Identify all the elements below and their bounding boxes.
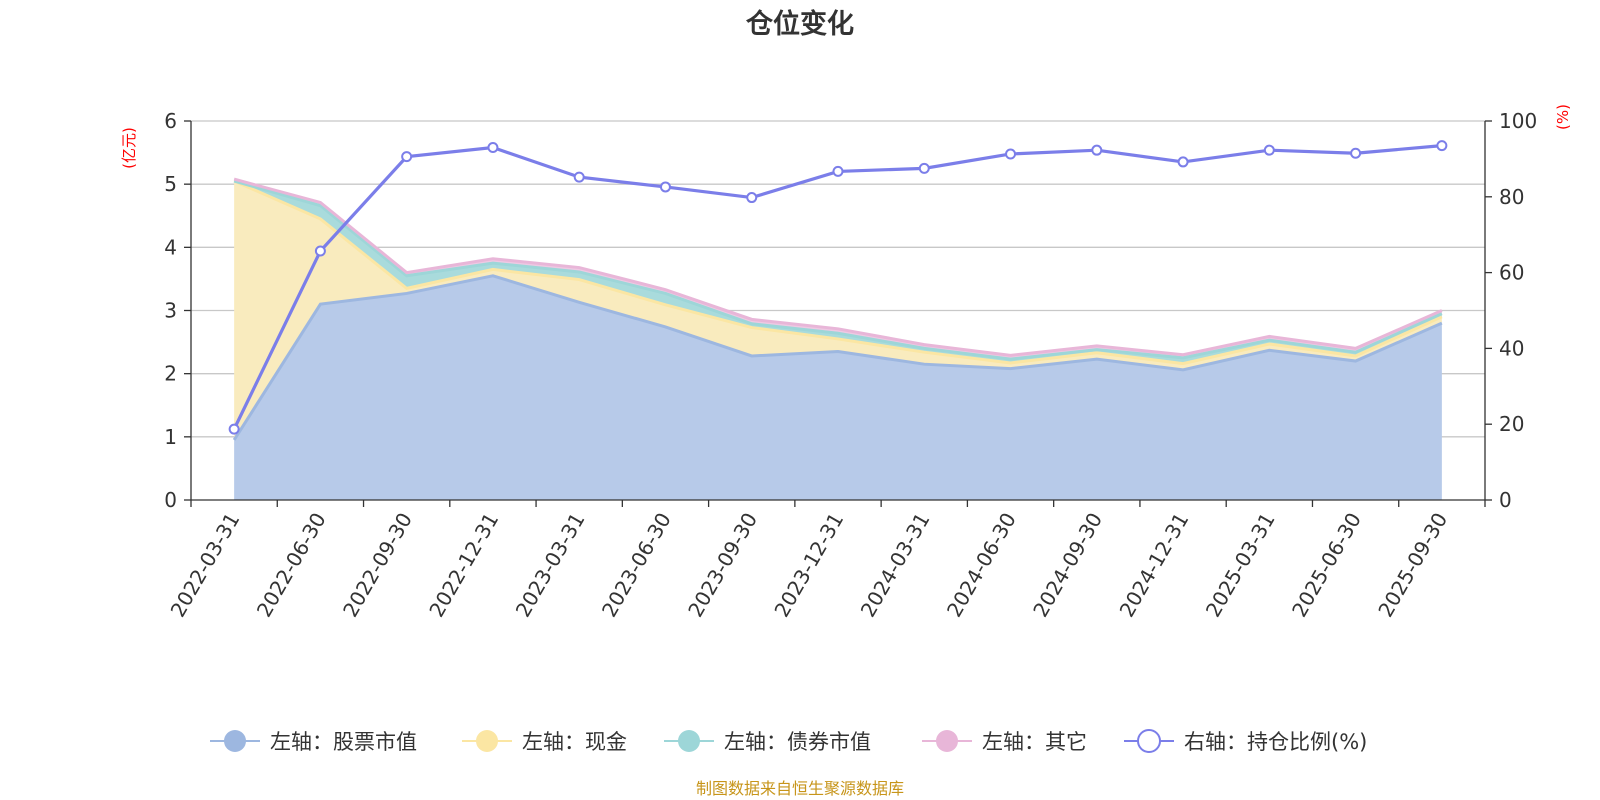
right-axis-tick-label: 0 <box>1499 488 1512 512</box>
legend-label: 右轴：持仓比例(%) <box>1184 730 1367 754</box>
data-source-note: 制图数据来自恒生聚源数据库 <box>696 779 904 798</box>
x-axis-tick-label: 2024-12-31 <box>1114 509 1193 622</box>
holding-ratio-point <box>314 245 326 257</box>
holding-ratio-point <box>659 181 671 193</box>
holding-ratio-point <box>1263 144 1275 156</box>
area-line-series-3 <box>233 177 1443 357</box>
x-axis-tick-label: 2024-09-30 <box>1028 509 1107 622</box>
legend-marker <box>476 730 498 752</box>
left-axis-tick-label: 4 <box>164 235 177 259</box>
holding-ratio-point <box>832 165 844 177</box>
right-axis-tick-label: 80 <box>1499 185 1524 209</box>
holding-ratio-point <box>746 192 758 204</box>
legend-marker <box>936 730 958 752</box>
holding-ratio-point <box>1350 147 1362 159</box>
x-axis-tick-label: 2025-03-31 <box>1201 509 1280 622</box>
legend-label: 左轴：现金 <box>522 730 627 754</box>
x-axis-tick-label: 2023-09-30 <box>683 509 762 622</box>
area-line-series-0 <box>232 274 1443 441</box>
x-axis-tick-label: 2025-06-30 <box>1287 509 1366 622</box>
right-axis-tick-label: 60 <box>1499 261 1524 285</box>
holding-ratio-point <box>228 423 240 435</box>
x-axis-tick-label: 2023-06-30 <box>597 509 676 622</box>
x-axis-tick-label: 2022-06-30 <box>252 509 331 622</box>
holding-ratio-point <box>487 142 499 154</box>
left-axis-tick-label: 2 <box>164 362 177 386</box>
right-axis-unit: (%) <box>1554 104 1572 130</box>
x-axis-tick-label: 2024-06-30 <box>942 509 1021 622</box>
legend: 左轴：股票市值 左轴：现金 左轴：债券市值 左轴：其它 右轴：持仓比例(%) <box>210 729 1367 754</box>
right-axis-tick-label: 20 <box>1499 412 1524 436</box>
holding-ratio-point <box>1005 148 1017 160</box>
left-axis-tick-label: 0 <box>164 488 177 512</box>
left-axis-tick-label: 5 <box>164 172 177 196</box>
area-line-series-2 <box>233 179 1443 361</box>
legend-marker <box>224 730 246 752</box>
legend-marker <box>1137 729 1161 753</box>
left-axis-tick-label: 1 <box>164 425 177 449</box>
right-axis-tick-label: 40 <box>1499 336 1524 360</box>
right-axis-tick-label: 100 <box>1499 109 1537 133</box>
holding-ratio-series <box>228 140 1448 435</box>
holding-ratio-point <box>573 171 585 183</box>
x-axis-tick-label: 2022-12-31 <box>424 509 503 622</box>
x-axis-tick-label: 2023-12-31 <box>769 509 848 622</box>
stacked-areas <box>232 177 1443 500</box>
holding-ratio-point <box>1091 144 1103 156</box>
x-axis-tick-label: 2023-03-31 <box>511 509 590 622</box>
holding-ratio-point <box>1177 156 1189 168</box>
legend-label: 左轴：股票市值 <box>270 730 417 754</box>
chart-title: 仓位变化 <box>745 8 854 40</box>
legend-marker <box>678 730 700 752</box>
left-axis-tick-label: 3 <box>164 299 177 323</box>
x-axis-tick-label: 2025-09-30 <box>1373 509 1452 622</box>
x-axis-tick-label: 2022-03-31 <box>166 509 245 622</box>
x-axis-tick-label: 2022-09-30 <box>338 508 417 621</box>
holding-ratio-point <box>1436 140 1448 152</box>
area-series-0 <box>234 275 1442 500</box>
x-axis-tick-label: 2024-03-31 <box>856 508 935 621</box>
left-axis-unit: (亿元) <box>120 127 138 169</box>
holding-ratio-point <box>401 151 413 163</box>
legend-label: 左轴：其它 <box>982 730 1087 754</box>
legend-label: 左轴：债券市值 <box>724 730 871 754</box>
area-line-series-1 <box>233 179 1443 366</box>
left-axis-tick-label: 6 <box>164 109 177 133</box>
holding-ratio-point <box>918 162 930 174</box>
